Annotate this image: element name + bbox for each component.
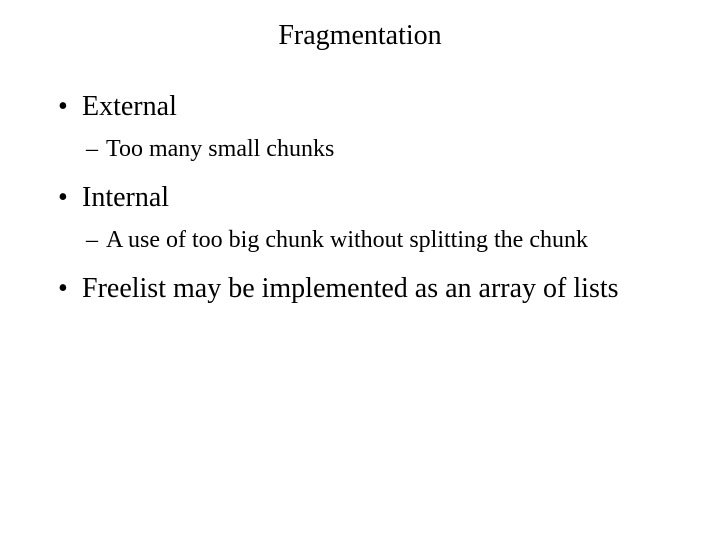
list-item-text: Freelist may be implemented as an array …: [82, 273, 619, 304]
list-subitem: A use of too big chunk without splitting…: [86, 225, 680, 256]
list-subitem: Too many small chunks: [86, 134, 680, 165]
list-item: External: [58, 88, 680, 126]
slide-title: Fragmentation: [0, 20, 720, 52]
list-item-text: A use of too big chunk without splitting…: [106, 227, 588, 253]
bullet-list: External Too many small chunks Internal …: [0, 88, 720, 308]
list-item-text: Too many small chunks: [106, 136, 334, 162]
list-item-text: External: [82, 91, 177, 122]
list-item: Internal: [58, 179, 680, 217]
list-item-text: Internal: [82, 182, 169, 213]
slide: Fragmentation External Too many small ch…: [0, 20, 720, 520]
list-item: Freelist may be implemented as an array …: [58, 270, 680, 308]
